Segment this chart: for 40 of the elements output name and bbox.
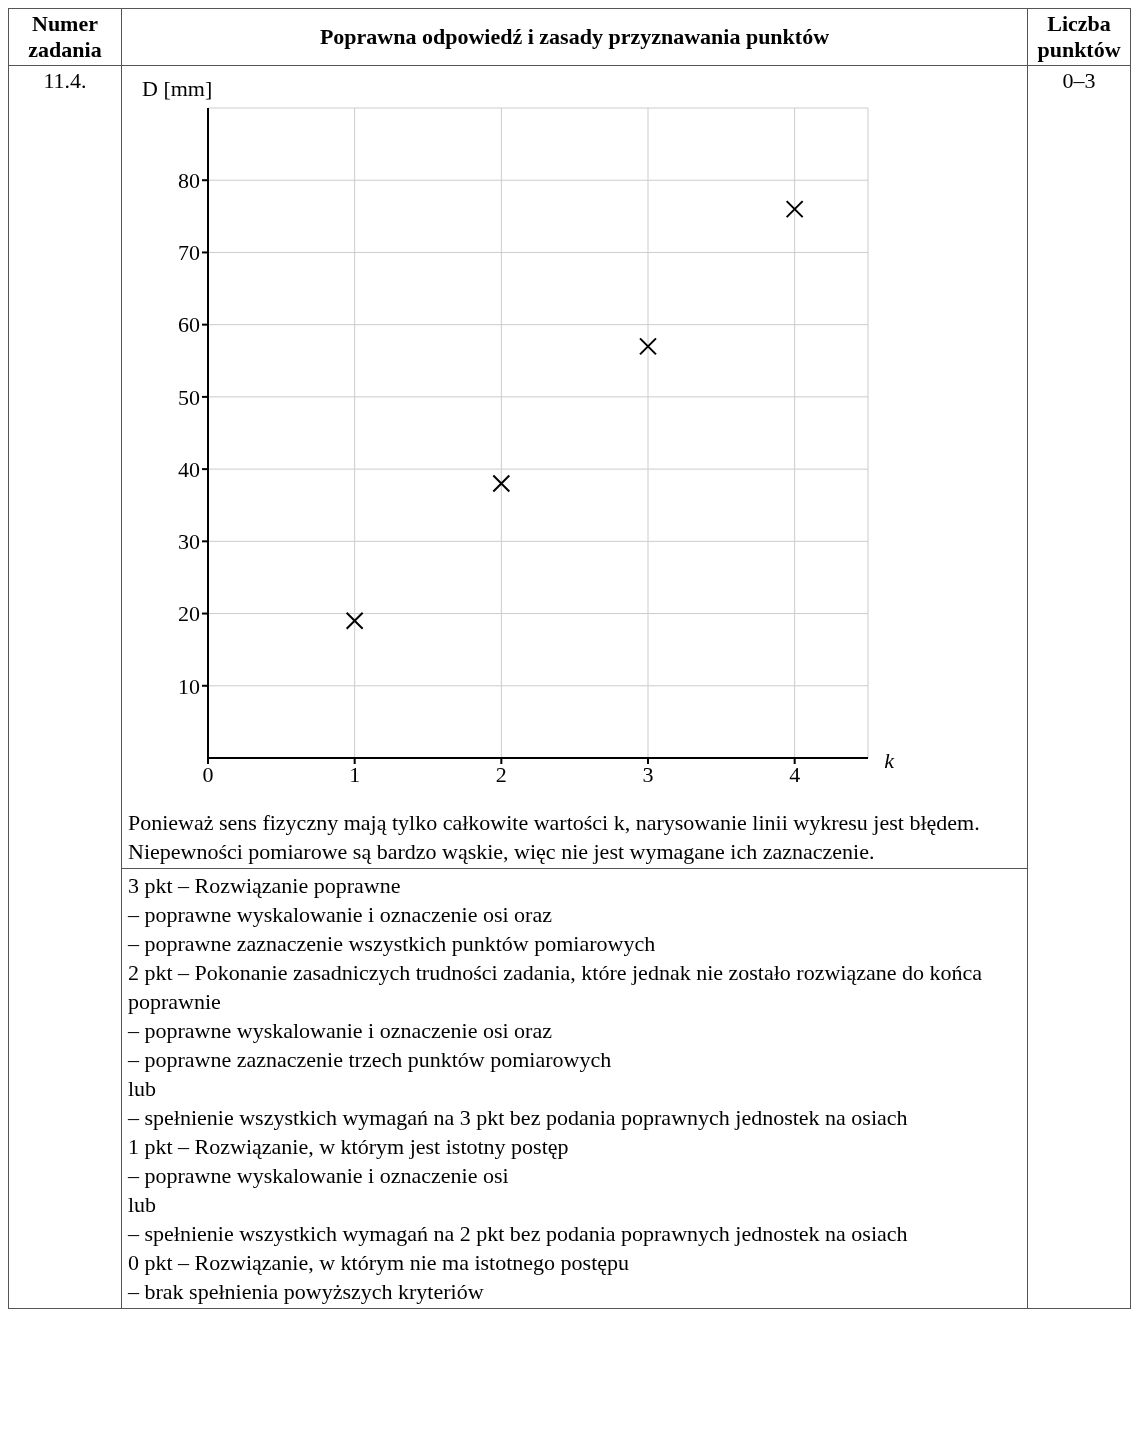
point <box>345 611 364 630</box>
y-tick-label: 80 <box>178 168 200 194</box>
text: 3 pkt – Rozwiązanie poprawne <box>128 872 402 900</box>
text: – poprawne zaznaczenie wszystkich punktów pomiarowych <box>128 930 657 958</box>
text: 1 pkt – Rozwiązanie, w którym jest istotny postęp <box>128 1133 570 1161</box>
text: Ponieważ sens fizyczny mają tylko całkowite wartości k, narysowanie linii wykresu jest błędem. <box>128 809 981 837</box>
text: Liczba punktów <box>1027 8 1131 66</box>
text: – poprawne wyskalowanie i oznaczenie osi oraz <box>128 901 553 929</box>
text: 0–3 <box>1027 65 1131 1309</box>
text: 2 pkt – Pokonanie zasadniczych trudności zadania, które jednak nie zostało rozwiązane do końca poprawnie <box>128 959 983 1016</box>
text: – poprawne zaznaczenie trzech punktów pomiarowych <box>128 1046 613 1074</box>
y-tick-label: 30 <box>178 529 200 555</box>
text: Poprawna odpowiedź i zasady przyznawania punktów <box>121 8 1028 66</box>
text: – poprawne wyskalowanie i oznaczenie osi oraz <box>128 1017 553 1045</box>
x-tick-label: 0 <box>202 761 214 787</box>
y-tick-label: 20 <box>178 601 200 627</box>
x-tick-label: 4 <box>789 761 801 787</box>
text: Numer zadania <box>8 8 122 66</box>
x-tick-label: 2 <box>495 761 507 787</box>
text: 0 pkt – Rozwiązanie, w którym nie ma istotnego postępu <box>128 1249 630 1277</box>
text: – spełnienie wszystkich wymagań na 3 pkt bez podania poprawnych jednostek na osiach <box>128 1104 909 1132</box>
y-tick-label: 40 <box>178 456 200 482</box>
y-axis-title: D [mm] <box>142 76 213 102</box>
text: 11.4. <box>8 65 122 1309</box>
text: – poprawne wyskalowanie i oznaczenie osi <box>128 1162 510 1190</box>
text: – spełnienie wszystkich wymagań na 2 pkt bez podania poprawnych jednostek na osiach <box>128 1220 909 1248</box>
x-tick-label: 1 <box>349 761 361 787</box>
text: lub <box>128 1075 158 1103</box>
point <box>639 337 657 356</box>
point <box>785 200 804 219</box>
y-tick-label: 50 <box>178 384 200 410</box>
x-tick-label: 3 <box>642 761 654 787</box>
text: – brak spełnienia powyższych kryteriów <box>128 1278 485 1306</box>
y-tick-label: 70 <box>178 240 200 266</box>
x-axis-title: k <box>884 748 894 774</box>
point <box>492 474 511 493</box>
text: Niepewności pomiarowe są bardzo wąskie, więc nie jest wymagane ich zaznaczenie. <box>128 838 876 866</box>
y-tick-label: 60 <box>178 312 200 338</box>
text: lub <box>128 1191 158 1219</box>
y-tick-label: 10 <box>178 673 200 699</box>
